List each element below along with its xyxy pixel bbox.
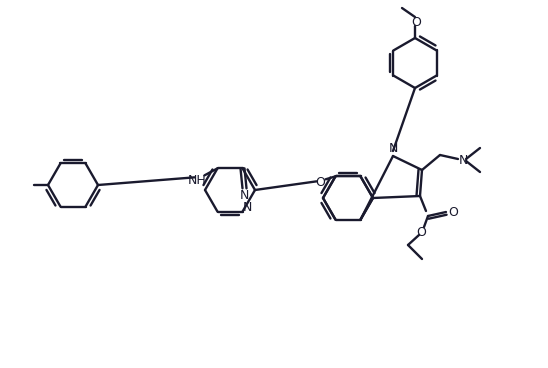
Text: N: N	[389, 142, 398, 155]
Text: N: N	[243, 201, 252, 214]
Text: O: O	[411, 15, 421, 28]
Text: O: O	[448, 205, 458, 219]
Text: O: O	[316, 176, 326, 189]
Text: O: O	[416, 226, 426, 238]
Text: N: N	[240, 189, 249, 202]
Text: N: N	[458, 153, 467, 166]
Text: NH: NH	[188, 174, 207, 187]
